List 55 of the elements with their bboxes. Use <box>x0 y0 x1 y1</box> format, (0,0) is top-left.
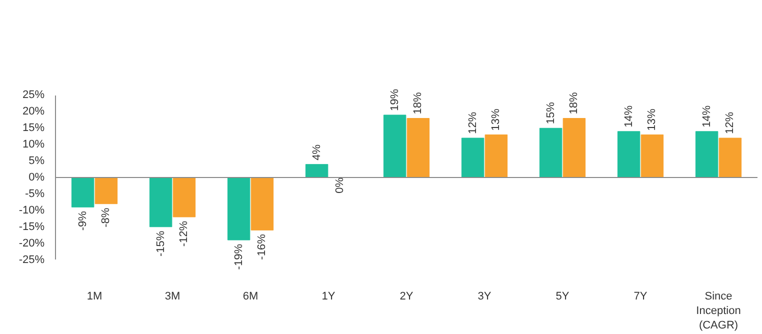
data-label: -16% <box>256 234 268 260</box>
y-tick-label: -20% <box>18 237 45 250</box>
data-label: -8% <box>100 208 112 228</box>
data-label: -9% <box>76 210 89 231</box>
data-label: 14% <box>700 105 713 128</box>
bar <box>94 177 118 204</box>
x-tick-label: 3M <box>164 290 180 302</box>
x-tick-label: 1Y <box>322 290 336 302</box>
x-tick-label: 5Y <box>556 290 570 302</box>
data-label: 0% <box>334 177 346 194</box>
data-label: 12% <box>724 112 736 134</box>
bar <box>695 131 718 178</box>
x-tick-label: 6M <box>242 290 258 302</box>
x-tick-label: 1M <box>86 290 102 302</box>
x-tick-label: 7Y <box>634 290 648 302</box>
y-tick-label: 0% <box>28 172 45 184</box>
data-label: 15% <box>544 102 557 124</box>
bar <box>640 134 664 178</box>
data-label: 19% <box>388 88 401 111</box>
data-label: 18% <box>568 92 580 114</box>
y-tick-label: 15% <box>22 122 45 134</box>
y-tick-label: 20% <box>22 106 45 118</box>
bar <box>227 177 250 240</box>
data-label: 14% <box>622 105 635 128</box>
data-label: 18% <box>412 92 424 114</box>
y-tick-label: -15% <box>18 220 45 233</box>
bar <box>562 118 586 178</box>
bar <box>149 177 172 228</box>
y-tick-label: -10% <box>18 204 45 216</box>
y-tick-label: 10% <box>22 138 45 151</box>
bar <box>484 134 508 178</box>
data-label: 13% <box>646 108 658 131</box>
data-label: -15% <box>154 230 167 257</box>
y-tick-label: -5% <box>24 188 45 200</box>
y-tick-label: 25% <box>22 89 45 102</box>
data-label: 13% <box>490 108 502 131</box>
bar <box>383 114 406 178</box>
bar <box>172 177 196 218</box>
data-label: 12% <box>466 112 479 134</box>
y-tick-label: 5% <box>28 155 45 168</box>
x-tick-label: 2Y <box>400 290 414 302</box>
bar <box>406 118 430 178</box>
x-tick-label: Since Inception (CAGR) <box>696 290 741 332</box>
bar <box>305 164 328 178</box>
bar <box>461 138 484 178</box>
y-tick-label: -25% <box>18 254 45 266</box>
data-label: 4% <box>310 144 323 160</box>
data-label: -19% <box>232 244 245 270</box>
bar <box>71 177 94 208</box>
bar <box>250 177 274 230</box>
bar <box>539 128 562 178</box>
data-label: -12% <box>178 220 190 247</box>
x-tick-label: 3Y <box>478 290 492 302</box>
bar <box>718 138 742 178</box>
bar <box>617 131 640 178</box>
